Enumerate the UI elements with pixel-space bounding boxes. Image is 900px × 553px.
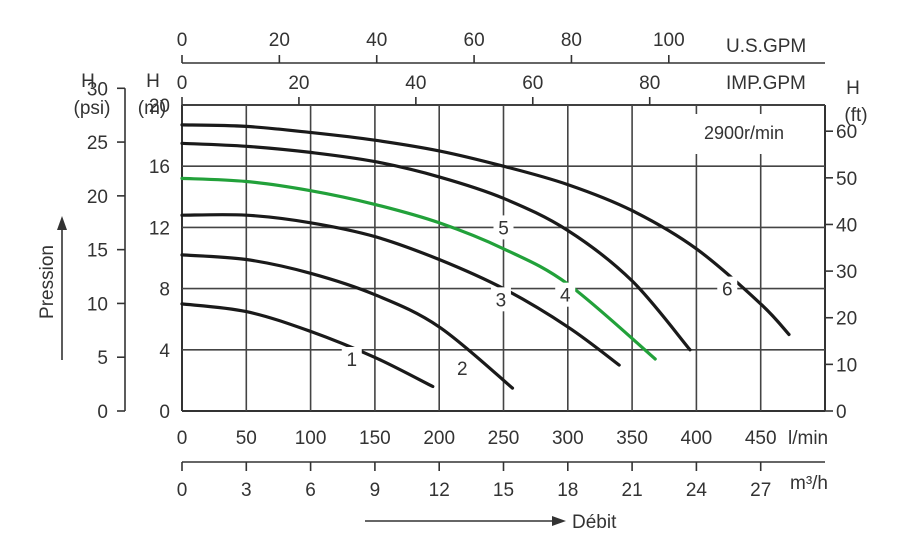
- m3h-tick-label: 24: [686, 480, 708, 501]
- h-label-ft: H: [846, 78, 860, 99]
- curve-label-bg-6: [717, 276, 738, 301]
- psi-tick-label: 20: [87, 187, 108, 208]
- lmin-tick-label: 300: [552, 428, 584, 449]
- curve-label-3: 3: [496, 290, 507, 311]
- impgpm-tick-label: 20: [288, 73, 309, 94]
- lmin-tick-label: 250: [488, 428, 520, 449]
- curve-1: [180, 302, 435, 389]
- m3h-tick-label: 27: [750, 480, 771, 501]
- usgpm-tick-label: 0: [177, 30, 188, 51]
- m3h-tick-label: 18: [557, 480, 578, 501]
- lmin-tick-label: 150: [359, 428, 391, 449]
- impgpm-label: IMP.GPM: [726, 73, 806, 94]
- psi-tick-label: 25: [87, 133, 108, 154]
- usgpm-tick-label: 60: [464, 30, 485, 51]
- m3h-tick-label: 0: [177, 480, 188, 501]
- psi-tick-label: 0: [97, 402, 108, 423]
- m-unit-label: (m): [138, 98, 166, 119]
- ft-tick-label: 50: [836, 169, 857, 190]
- lmin-tick-label: 50: [236, 428, 257, 449]
- speed-annotation: 2900r/min: [672, 114, 824, 154]
- lmin-tick-label: 450: [745, 428, 777, 449]
- ft-tick-label: 20: [836, 309, 857, 330]
- ft-tick-label: 10: [836, 355, 857, 376]
- curve-label-bg-2: [452, 356, 473, 381]
- curve-label-1: 1: [346, 350, 357, 371]
- lmin-tick-label: 200: [423, 428, 455, 449]
- m-tick-label: 4: [159, 341, 170, 362]
- ft-tick-label: 60: [836, 122, 857, 143]
- curve-label-6: 6: [722, 280, 733, 301]
- m3h-tick-label: 21: [622, 480, 643, 501]
- curve-5: [180, 141, 692, 352]
- ft-unit-label: (ft): [844, 105, 867, 126]
- ft-tick-label: 40: [836, 215, 857, 236]
- pression-arrow-head: [57, 216, 67, 230]
- m3h-tick-label: 15: [493, 480, 514, 501]
- psi-unit-label: (psi): [74, 98, 111, 119]
- ft-tick-label: 0: [836, 402, 847, 423]
- usgpm-tick-label: 80: [561, 30, 582, 51]
- psi-tick-label: 5: [97, 348, 108, 369]
- impgpm-tick-label: 60: [522, 73, 543, 94]
- psi-tick-label: 30: [87, 79, 108, 100]
- usgpm-tick-label: 20: [269, 30, 290, 51]
- lmin-tick-label: 350: [616, 428, 648, 449]
- psi-tick-label: 10: [87, 294, 108, 315]
- m-tick-label: 20: [149, 96, 170, 117]
- impgpm-tick-label: 40: [405, 73, 426, 94]
- usgpm-tick-label: 40: [366, 30, 387, 51]
- curve-2: [180, 253, 515, 390]
- curves: 1 2 3 4 5 6: [180, 123, 791, 390]
- h-label-psi: H: [81, 71, 95, 92]
- lmin-tick-label: 400: [681, 428, 713, 449]
- curve-label-bg-4: [555, 282, 576, 307]
- impgpm-tick-label: 80: [639, 73, 660, 94]
- lmin-tick-label: 0: [177, 428, 188, 449]
- m3h-tick-label: 9: [370, 480, 381, 501]
- m-tick-label: 0: [159, 402, 170, 423]
- curve-4: [180, 176, 657, 361]
- debit-arrow-head: [552, 516, 566, 526]
- curve-label-bg-5: [493, 215, 514, 240]
- lmin-unit-label: l/min: [788, 428, 828, 449]
- ft-tick-label: 30: [836, 262, 857, 283]
- curve-3: [180, 213, 621, 367]
- m-tick-label: 16: [149, 157, 170, 178]
- m3h-tick-label: 12: [429, 480, 450, 501]
- usgpm-tick-label: 100: [653, 30, 685, 51]
- speed-label: 2900r/min: [704, 123, 784, 143]
- m3h-tick-label: 3: [241, 480, 252, 501]
- curve-6: [180, 123, 791, 337]
- curve-label-2: 2: [457, 359, 468, 380]
- psi-tick-label: 15: [87, 241, 108, 262]
- m-tick-label: 12: [149, 218, 170, 239]
- m3h-tick-label: 6: [305, 480, 316, 501]
- debit-title: Débit: [572, 512, 617, 533]
- pression-title: Pression: [37, 245, 58, 319]
- curve-label-4: 4: [560, 286, 571, 307]
- curve-label-5: 5: [498, 218, 509, 239]
- lmin-tick-label: 100: [295, 428, 327, 449]
- h-label-m: H: [146, 71, 160, 92]
- usgpm-label: U.S.GPM: [726, 36, 806, 57]
- impgpm-tick-label: 0: [177, 73, 188, 94]
- m-tick-label: 8: [159, 280, 170, 301]
- curve-label-bg-3: [490, 287, 511, 312]
- m3h-unit-label: m³/h: [790, 473, 828, 494]
- curve-label-bg-1: [341, 346, 362, 371]
